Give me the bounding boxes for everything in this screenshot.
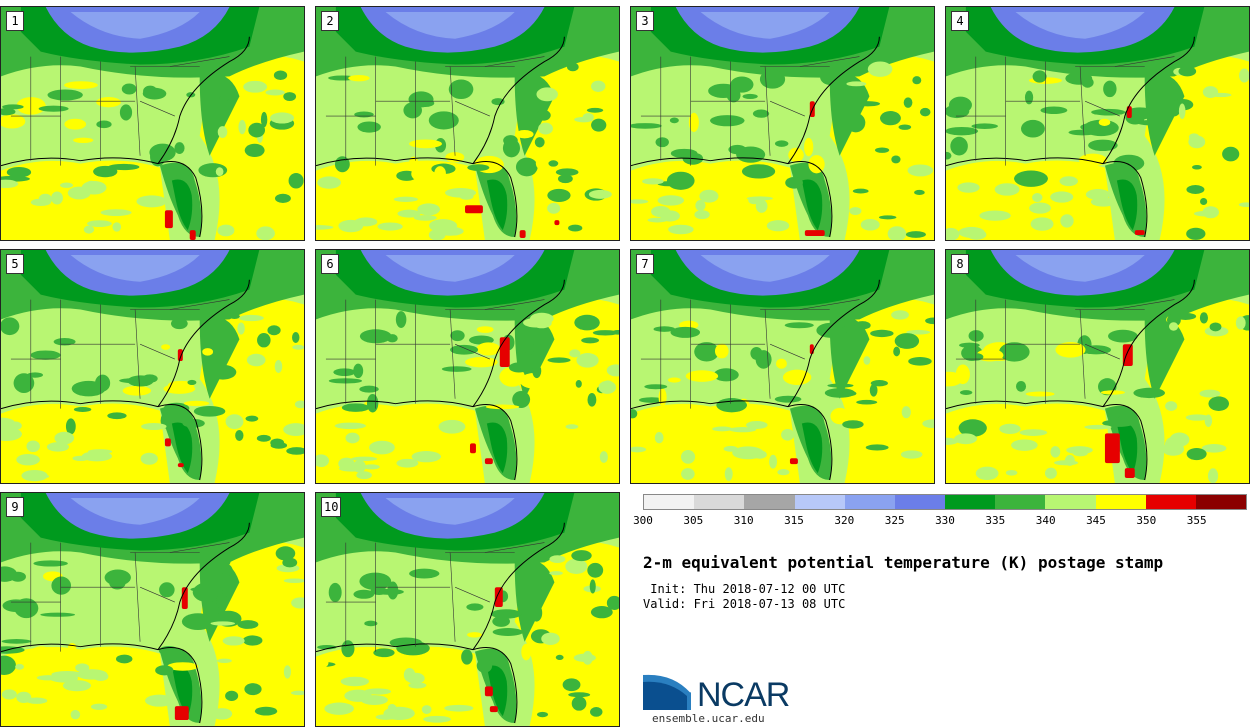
colorbar-tick-label: 315 <box>784 514 804 527</box>
colorbar-swatch <box>644 495 695 509</box>
colorbar-swatch <box>945 495 996 509</box>
member-panel-7: 7 <box>630 249 935 484</box>
colorbar-swatch <box>1095 495 1146 509</box>
colorbar-tick-label: 330 <box>935 514 955 527</box>
map-4 <box>946 7 1249 240</box>
colorbar-swatch <box>1145 495 1196 509</box>
member-panel-6: 6 <box>315 249 620 484</box>
member-label: 5 <box>6 254 24 274</box>
logo-wordmark: NCAR <box>697 676 790 714</box>
map-6 <box>316 250 619 483</box>
member-panel-5: 5 <box>0 249 305 484</box>
logo-url: ensemble.ucar.edu <box>652 712 765 725</box>
colorbar-tick-label: 350 <box>1136 514 1157 527</box>
member-panel-1: 1 <box>0 6 305 241</box>
colorbar-tick-label: 305 <box>683 514 704 527</box>
map-8 <box>946 250 1249 483</box>
colorbar-swatch <box>1195 495 1247 509</box>
colorbar-swatch <box>744 495 795 509</box>
colorbar-ticks: 300 305 310 315 320 325 330 335 340 345 350 355 <box>633 514 1247 528</box>
colorbar-tick-label: 310 <box>733 514 754 527</box>
valid-time: Valid: Fri 2018-07-13 08 UTC <box>643 597 846 611</box>
colorbar-tick-label: 345 <box>1086 514 1106 527</box>
member-panel-4: 4 <box>945 6 1250 241</box>
map-1 <box>1 7 304 240</box>
member-panel-9: 9 <box>0 492 305 727</box>
map-7 <box>631 250 934 483</box>
ncar-logo-icon <box>643 672 692 710</box>
map-2 <box>316 7 619 240</box>
colorbar-swatch <box>894 495 946 509</box>
colorbar-swatch <box>694 495 745 509</box>
colorbar-tick-label: 325 <box>884 514 905 527</box>
member-label: 4 <box>951 11 969 31</box>
colorbar-tick-label: 340 <box>1035 514 1056 527</box>
colorbar <box>643 494 1247 510</box>
member-panel-10: 10 <box>315 492 620 727</box>
member-label: 6 <box>321 254 339 274</box>
colorbar-tick-label: 320 <box>834 514 855 527</box>
member-panel-3: 3 <box>630 6 935 241</box>
colorbar-swatch <box>1045 495 1096 509</box>
figure-title: 2-m equivalent potential temperature (K)… <box>643 553 1164 572</box>
member-panel-2: 2 <box>315 6 620 241</box>
map-9 <box>1 493 304 726</box>
member-label: 3 <box>636 11 654 31</box>
colorbar-tick-label: 300 <box>633 514 653 527</box>
colorbar-tick-label: 335 <box>985 514 1006 527</box>
member-label: 2 <box>321 11 339 31</box>
map-10 <box>316 493 619 726</box>
member-label: 9 <box>6 497 24 517</box>
map-5 <box>1 250 304 483</box>
init-time: Init: Thu 2018-07-12 00 UTC <box>643 582 846 596</box>
member-label: 1 <box>6 11 24 31</box>
colorbar-swatch <box>995 495 1046 509</box>
colorbar-swatch <box>844 495 895 509</box>
map-3 <box>631 7 934 240</box>
member-label: 10 <box>321 497 342 517</box>
colorbar-tick-label: 355 <box>1186 514 1207 527</box>
member-panel-8: 8 <box>945 249 1250 484</box>
member-label: 8 <box>951 254 969 274</box>
member-label: 7 <box>636 254 654 274</box>
colorbar-swatch <box>794 495 845 509</box>
